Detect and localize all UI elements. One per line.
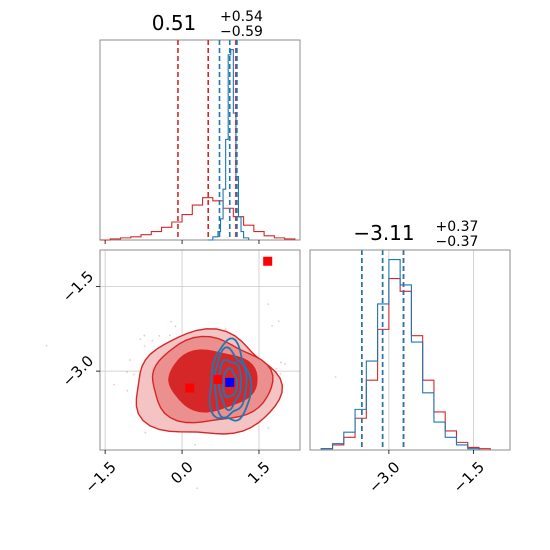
contour-panel: −1.5 0.0 1.5 −1.5 −3.0 [45,249,337,497]
histogram-panel-param-1: 0.51 +0.54−0.59 [99,9,301,244]
title-param-2: −3.11 [353,221,414,245]
axes-frame [99,249,301,451]
y-tick-label: −3.0 [59,352,97,390]
axes-frame [309,249,511,451]
marker-point [225,377,235,387]
histogram-panel-param-2: −3.11 −3.0 −1.5 +0.37−0.37 [309,219,511,497]
x-tick-label: −1.5 [450,458,488,496]
scatter-point [143,345,146,347]
scatter-point [267,427,270,430]
scatter-point [133,373,135,376]
scatter-point [275,367,278,370]
scatter-point [158,335,161,337]
title-lower-error: −0.59 [220,24,263,40]
hist-param-2-series-1 [310,278,502,451]
scatter-point [144,431,147,434]
scatter-point [170,320,173,323]
scatter-point [169,334,171,337]
scatter-point [224,328,227,331]
scatter-point [280,361,282,364]
scatter-point [113,383,116,386]
scatter-point [279,372,282,375]
scatter-point [271,324,273,327]
contour-blue-level-1 [208,337,253,422]
title-param-1: 0.51 [152,11,197,35]
marker-point [185,383,195,393]
scatter-point [139,338,142,341]
x-tick-label: 0.0 [167,458,197,488]
x-tick-label: −3.0 [365,458,403,496]
title-upper-error: +0.54 [220,9,263,25]
scatter-point [196,487,199,490]
contour-blue-level-4 [222,367,238,398]
marker-point [263,256,273,266]
scatter-point [194,443,196,446]
scatter-point [126,371,128,373]
hist-param-1-series-2 [207,48,250,241]
scatter-point [267,303,270,306]
axes-frame [99,39,301,241]
scatter-point [284,363,287,366]
title-value: −3.11 [353,221,414,245]
scatter-point [151,339,154,342]
scatter-point [143,334,146,337]
marker-point [213,375,223,385]
scatter-point [128,359,131,361]
scatter-point [334,376,337,378]
title-value: 0.51 [152,11,197,35]
hist-param-1-series-1 [100,197,296,241]
scatter-point [174,325,177,328]
x-tick-label: −1.5 [81,458,119,496]
title-lower-error: −0.37 [436,234,479,250]
title-upper-error: +0.37 [436,219,479,235]
y-tick-label: −1.5 [59,267,97,305]
scatter-point [277,320,280,322]
scatter-point [126,389,129,392]
scatter-point [45,344,48,347]
hist-param-2-series-2 [310,258,502,451]
x-tick-label: 1.5 [244,458,274,488]
